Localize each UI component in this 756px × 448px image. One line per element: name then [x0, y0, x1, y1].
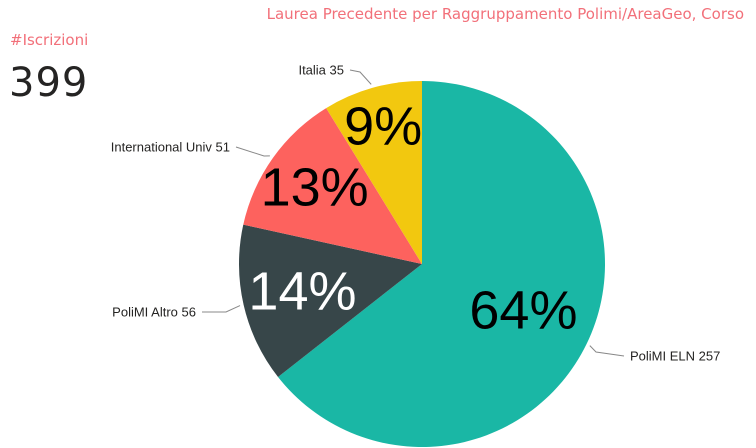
pie-slice-international-univ[interactable] [243, 108, 422, 264]
slice-percent-italia: 9% [344, 97, 422, 157]
kpi-value: 399 [9, 60, 89, 106]
pie-slice-polimi-altro[interactable] [238, 224, 422, 377]
kpi-label: #Iscrizioni [10, 31, 89, 49]
slice-label-polimi-altro: PoliMI Altro 56 [112, 305, 196, 320]
leader-line-polimi-altro [202, 305, 241, 313]
leader-line-italia [349, 69, 372, 85]
slice-percent-polimi-eln: 64% [469, 280, 577, 340]
chart-title: Laurea Precedente per Raggruppamento Pol… [266, 5, 744, 23]
slice-label-polimi-eln: PoliMI ELN 257 [630, 349, 720, 364]
pie-slice-polimi-eln[interactable] [278, 81, 605, 447]
leader-line-international-univ [235, 146, 270, 157]
slice-label-international-univ: International Univ 51 [111, 140, 230, 155]
slice-label-italia: Italia 35 [298, 63, 344, 78]
pie-slice-italia[interactable] [326, 81, 422, 264]
slice-percent-international-univ: 13% [261, 158, 369, 218]
slice-percent-polimi-altro: 14% [248, 261, 356, 321]
leader-line-polimi-eln [589, 345, 625, 357]
